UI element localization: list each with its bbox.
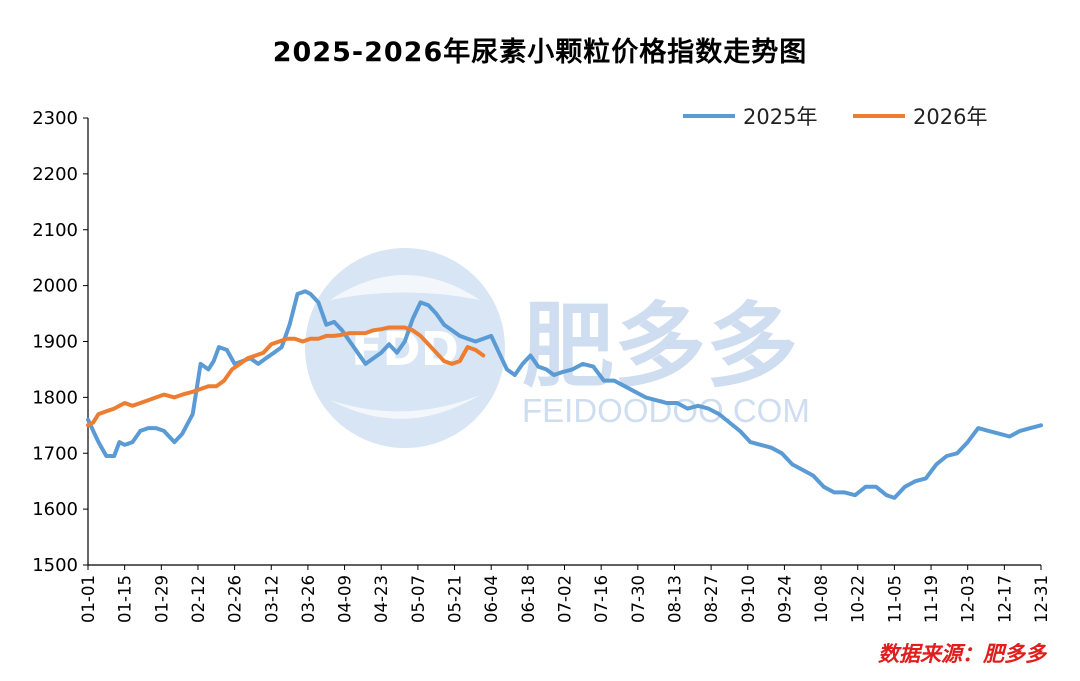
watermark-brand: 肥多多 <box>522 293 798 400</box>
x-tick-label: 11-19 <box>922 575 941 623</box>
x-tick-label: 06-18 <box>519 575 538 623</box>
chart-title: 2025-2026年尿素小颗粒价格指数走势图 <box>272 37 808 68</box>
y-tick-label: 1900 <box>32 332 78 353</box>
x-tick-label: 08-27 <box>702 575 721 623</box>
series-line-2025 <box>86 289 1043 500</box>
x-tick-label: 06-04 <box>482 575 501 623</box>
x-tick-label: 02-12 <box>189 575 208 623</box>
legend-label-2026: 2026年 <box>913 105 987 129</box>
y-tick-label: 1800 <box>32 387 78 408</box>
x-tick-label: 09-10 <box>739 575 758 623</box>
x-tick-label: 01-01 <box>79 575 98 623</box>
x-tick-label: 10-08 <box>812 575 831 623</box>
x-tick-label: 12-17 <box>995 575 1014 623</box>
x-tick-label: 07-30 <box>629 575 648 623</box>
legend-label-2025: 2025年 <box>743 105 817 129</box>
watermark-logo-circle <box>305 248 505 448</box>
series-line-2026 <box>86 325 486 428</box>
x-tick-label: 05-07 <box>409 575 428 623</box>
source-note: 数据来源：肥多多 <box>878 642 1046 666</box>
y-tick-label: 2300 <box>32 108 78 129</box>
x-tick-label: 03-12 <box>262 575 281 623</box>
watermark: FDD 肥多多 FEIDOODOO.COM <box>305 248 810 448</box>
x-tick-label: 08-13 <box>665 575 684 623</box>
y-tick-label: 1600 <box>32 499 78 520</box>
x-tick-label: 12-31 <box>1032 575 1051 623</box>
x-tick-label: 10-22 <box>849 575 868 623</box>
series-layer <box>86 289 1043 500</box>
x-tick-label: 05-21 <box>446 575 465 623</box>
y-tick-label: 2100 <box>32 220 78 241</box>
x-tick-label: 07-16 <box>592 575 611 623</box>
watermark-domain: FEIDOODOO.COM <box>522 392 810 429</box>
y-tick-label: 2200 <box>32 164 78 185</box>
x-tick-label: 01-15 <box>116 575 135 623</box>
y-tick-label: 2000 <box>32 276 78 297</box>
x-tick-label: 11-05 <box>885 575 904 623</box>
x-axis-ticks: 01-01 01-15 01-29 02-12 02-26 03-12 03-26 04-09… <box>79 565 1051 623</box>
x-tick-label: 09-24 <box>775 575 794 623</box>
y-tick-label: 1500 <box>32 555 78 576</box>
x-tick-label: 02-26 <box>226 575 245 623</box>
x-tick-label: 03-26 <box>299 575 318 623</box>
x-tick-label: 07-02 <box>556 575 575 623</box>
x-tick-label: 01-29 <box>152 575 171 623</box>
x-tick-label: 04-23 <box>372 575 391 623</box>
y-tick-label: 1700 <box>32 443 78 464</box>
watermark-logo-text: FDD <box>351 322 459 376</box>
x-tick-label: 12-03 <box>959 575 978 623</box>
y-axis-ticks: 1500 1600 1700 1800 1900 2000 2100 2200 2300 <box>32 108 88 576</box>
legend: 2025年 2026年 <box>683 105 987 129</box>
x-tick-label: 04-09 <box>336 575 355 623</box>
